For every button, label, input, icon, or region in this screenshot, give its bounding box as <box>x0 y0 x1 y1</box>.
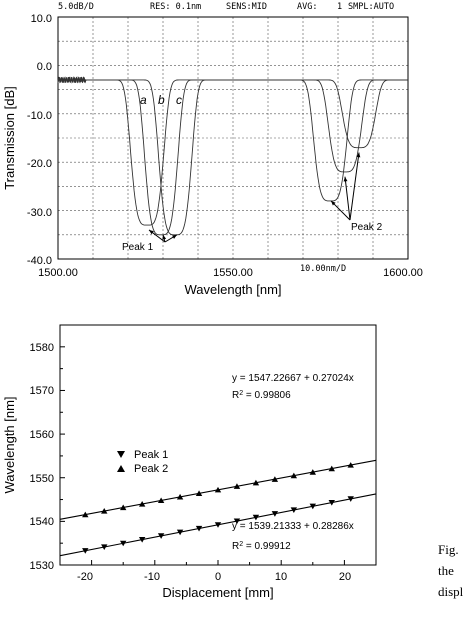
annotation-arrow <box>344 176 351 221</box>
data-point-peak-2 <box>138 500 146 507</box>
fit-r2-peak-2: R2 = 0.99806 <box>232 390 291 402</box>
legend-marker-peak-1 <box>117 451 125 458</box>
legend-label-peak-2: Peak 2 <box>134 463 168 475</box>
data-point-peak-1 <box>347 496 354 502</box>
spectrum-curve-b <box>57 76 408 236</box>
data-point-peak-1 <box>309 503 316 510</box>
fit-r2-peak-1: R2 = 0.99912 <box>232 541 291 553</box>
fit-equation-peak-2: y = 1547.22667 + 0.27024x <box>232 373 354 384</box>
bottom-y-tick-1560: 1560 <box>30 429 54 441</box>
bottom-x-tick-10: 10 <box>275 571 287 583</box>
data-point-peak-2 <box>271 476 279 482</box>
bottom-y-tick-1540: 1540 <box>30 516 54 528</box>
spectrum-chart: 5.0dB/D RES: 0.1nm SENS:MID AVG: 1 SMPL:… <box>2 2 423 297</box>
annotation-arrow <box>349 152 360 221</box>
data-point-peak-1 <box>233 518 241 525</box>
data-point-peak-2 <box>157 497 165 504</box>
annotation-peak-2: Peak 2 <box>351 222 383 233</box>
spectrum-curve-c <box>57 75 408 236</box>
bottom-y-tick-1530: 1530 <box>30 560 54 572</box>
data-point-peak-2 <box>101 508 108 514</box>
curve-label-a: a <box>140 93 147 107</box>
data-point-peak-1 <box>290 507 298 513</box>
caption-line-2: the <box>438 563 454 578</box>
annotation-peak-1: Peak 1 <box>122 242 154 253</box>
top-grid <box>58 17 408 259</box>
data-point-peak-1 <box>176 529 184 536</box>
top-x-div: 10.00nm/D <box>300 264 346 274</box>
bottom-y-tick-1580: 1580 <box>30 342 54 354</box>
data-point-peak-2 <box>347 462 354 468</box>
data-point-peak-2 <box>120 504 127 511</box>
top-x-tick-1550: 1550.00 <box>213 267 253 279</box>
data-point-peak-1 <box>195 525 203 532</box>
data-point-peak-1 <box>157 533 165 539</box>
curve-label-c: c <box>176 93 182 107</box>
caption-line-3: displ <box>438 584 464 599</box>
top-y-tick-neg40: -40.0 <box>27 255 52 267</box>
top-annotation-arrows <box>148 152 361 243</box>
data-point-peak-1 <box>138 537 146 543</box>
data-point-peak-2 <box>309 469 316 475</box>
top-plot-frame <box>57 16 409 260</box>
annotation-arrowhead <box>331 200 336 206</box>
annotation-arrowhead <box>149 229 154 235</box>
bottom-axis-ticks <box>59 324 377 566</box>
header-avg: AVG: <box>297 2 317 12</box>
bottom-fit-lines <box>59 459 377 557</box>
fit-equation-peak-1: y = 1539.21333 + 0.28286x <box>232 521 354 532</box>
data-point-peak-2 <box>290 472 298 479</box>
header-res: RES: 0.1nm <box>150 2 201 12</box>
bottom-y-tick-1550: 1550 <box>30 473 54 485</box>
top-y-tick-0: 0.0 <box>37 61 52 73</box>
data-point-peak-2 <box>252 479 260 486</box>
bottom-x-tick-20: 20 <box>339 571 351 583</box>
header-avg-value: 1 <box>337 2 342 12</box>
data-point-peak-2 <box>328 465 335 472</box>
displacement-chart: 1530 1540 1550 1560 1570 1580 -20 -10 0 … <box>2 324 377 600</box>
data-point-peak-1 <box>101 544 108 551</box>
top-y-tick-neg30: -30.0 <box>27 207 52 219</box>
data-point-peak-1 <box>120 540 127 547</box>
annotation-arrowhead <box>162 234 167 240</box>
top-x-tick-1500: 1500.00 <box>38 267 78 279</box>
data-point-peak-2 <box>233 483 241 489</box>
data-point-peak-1 <box>82 548 89 554</box>
data-point-peak-1 <box>271 511 279 517</box>
top-curves <box>57 75 408 236</box>
bottom-x-tick-neg10: -10 <box>144 571 160 583</box>
bottom-y-tick-1570: 1570 <box>30 385 54 397</box>
bottom-x-tick-neg20: -20 <box>77 571 93 583</box>
data-point-peak-2 <box>195 490 203 496</box>
data-point-peak-1 <box>252 514 260 521</box>
annotation-arrowhead <box>356 152 361 158</box>
bottom-x-axis-label: Displacement [mm] <box>162 585 273 600</box>
legend-label-peak-1: Peak 1 <box>134 449 168 461</box>
data-point-peak-1 <box>328 499 335 506</box>
data-point-peak-2 <box>82 511 89 518</box>
annotation-arrowhead <box>172 234 177 239</box>
header-scale: 5.0dB/D <box>58 2 94 12</box>
top-y-axis-label: Transmission [dB] <box>2 86 17 190</box>
data-point-peak-1 <box>214 522 222 528</box>
legend-marker-peak-2 <box>117 465 125 472</box>
header-smpl: SMPL:AUTO <box>348 2 394 12</box>
bottom-data-points <box>82 462 354 554</box>
figure-caption-fragment: Fig. the displ <box>438 539 474 602</box>
data-point-peak-2 <box>176 493 184 500</box>
header-sens: SENS:MID <box>226 2 267 12</box>
bottom-x-tick-0: 0 <box>215 571 221 583</box>
annotation-arrowhead <box>343 176 348 182</box>
top-x-tick-1600: 1600.00 <box>383 267 423 279</box>
legend: Peak 1 Peak 2 <box>117 449 168 475</box>
top-x-axis-label: Wavelength [nm] <box>184 282 281 297</box>
data-point-peak-2 <box>214 486 222 493</box>
bottom-y-axis-label: Wavelength [nm] <box>2 396 17 493</box>
top-y-tick-10: 10.0 <box>31 13 52 25</box>
caption-line-1: Fig. <box>438 542 459 557</box>
curve-label-b: b <box>158 93 165 107</box>
top-y-tick-neg20: -20.0 <box>27 158 52 170</box>
top-y-tick-neg10: -10.0 <box>27 110 52 122</box>
